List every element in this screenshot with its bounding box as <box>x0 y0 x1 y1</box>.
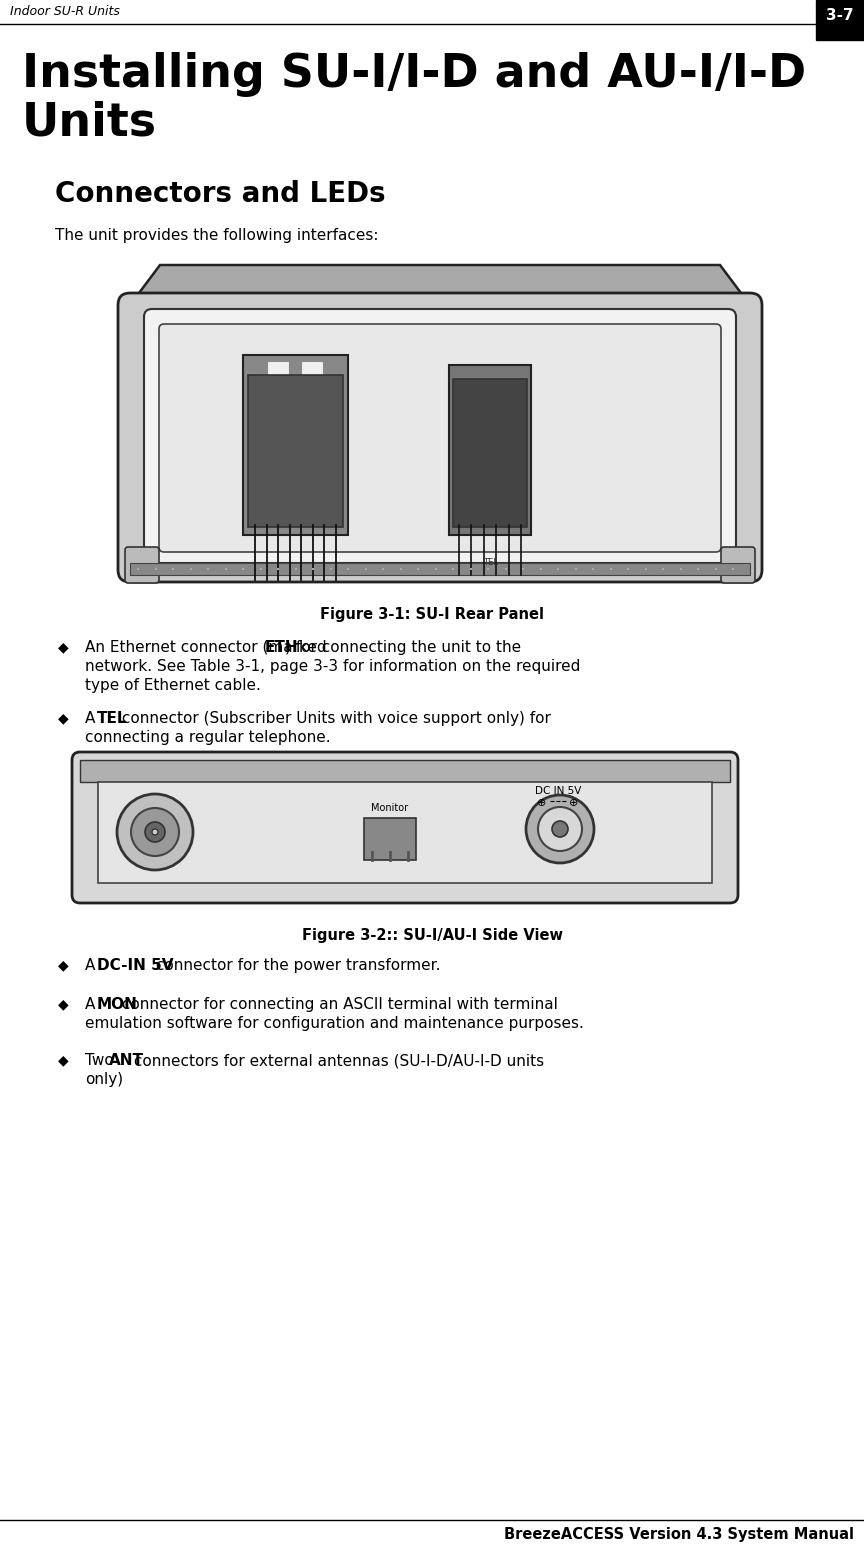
Text: The unit provides the following interfaces:: The unit provides the following interfac… <box>55 228 378 244</box>
FancyBboxPatch shape <box>72 753 738 903</box>
Text: Monitor: Monitor <box>372 802 409 813</box>
Text: Units: Units <box>22 99 157 144</box>
Text: ANT: ANT <box>109 1052 144 1068</box>
Text: ETH: ETH <box>265 639 299 655</box>
Bar <box>453 379 527 528</box>
Text: Figure 3-1: SU-I Rear Panel: Figure 3-1: SU-I Rear Panel <box>320 607 544 622</box>
FancyBboxPatch shape <box>144 309 736 563</box>
Circle shape <box>145 823 165 843</box>
Bar <box>243 355 348 535</box>
Text: connector (Subscriber Units with voice support only) for: connector (Subscriber Units with voice s… <box>118 711 551 726</box>
Text: connector for connecting an ASCII terminal with terminal: connector for connecting an ASCII termin… <box>118 996 558 1012</box>
Text: DC IN 5V: DC IN 5V <box>535 785 581 796</box>
Text: connectors for external antennas (SU-I-D/AU-I-D units: connectors for external antennas (SU-I-D… <box>130 1052 544 1068</box>
Circle shape <box>526 795 594 863</box>
Bar <box>449 365 531 535</box>
Text: TEL: TEL <box>483 559 498 566</box>
Text: 3-7: 3-7 <box>826 8 854 23</box>
Text: Connectors and LEDs: Connectors and LEDs <box>55 180 385 208</box>
Text: A: A <box>85 711 100 726</box>
FancyBboxPatch shape <box>721 546 755 584</box>
Text: ◆: ◆ <box>58 639 68 653</box>
Text: network. See Table 3-1, page 3-3 for information on the required: network. See Table 3-1, page 3-3 for inf… <box>85 660 581 674</box>
Bar <box>98 782 712 883</box>
Circle shape <box>552 821 568 837</box>
Text: MON: MON <box>97 996 138 1012</box>
Bar <box>267 362 289 377</box>
Text: DC-IN 5V: DC-IN 5V <box>97 958 174 973</box>
Text: Two: Two <box>85 1052 118 1068</box>
Text: connecting a regular telephone.: connecting a regular telephone. <box>85 729 331 745</box>
FancyBboxPatch shape <box>118 293 762 582</box>
Bar <box>301 362 323 377</box>
Text: ⊕: ⊕ <box>569 798 579 809</box>
Circle shape <box>152 829 158 835</box>
Text: ⊕: ⊕ <box>537 798 547 809</box>
Text: ◆: ◆ <box>58 1052 68 1068</box>
Text: connector for the power transformer.: connector for the power transformer. <box>151 958 441 973</box>
Text: A: A <box>85 958 100 973</box>
Text: Installing SU-I/I-D and AU-I/I-D: Installing SU-I/I-D and AU-I/I-D <box>22 53 806 96</box>
Bar <box>816 0 864 40</box>
Text: only): only) <box>85 1072 124 1086</box>
Text: type of Ethernet cable.: type of Ethernet cable. <box>85 678 261 694</box>
Bar <box>80 760 730 782</box>
Text: TEL: TEL <box>97 711 128 726</box>
Text: A: A <box>85 996 100 1012</box>
FancyBboxPatch shape <box>159 324 721 553</box>
Text: ◆: ◆ <box>58 711 68 725</box>
Text: emulation software for configuration and maintenance purposes.: emulation software for configuration and… <box>85 1017 584 1031</box>
Text: Indoor SU-R Units: Indoor SU-R Units <box>10 5 120 19</box>
Text: ) for connecting the unit to the: ) for connecting the unit to the <box>285 639 522 655</box>
Bar <box>248 376 343 528</box>
Text: ◆: ◆ <box>58 958 68 972</box>
Circle shape <box>117 795 193 871</box>
Text: ◆: ◆ <box>58 996 68 1010</box>
FancyBboxPatch shape <box>125 546 159 584</box>
Polygon shape <box>130 265 750 306</box>
Circle shape <box>538 807 582 850</box>
Text: An Ethernet connector (marked: An Ethernet connector (marked <box>85 639 332 655</box>
Circle shape <box>131 809 179 857</box>
Bar <box>364 818 416 860</box>
Text: BreezeACCESS Version 4.3 System Manual: BreezeACCESS Version 4.3 System Manual <box>504 1527 854 1543</box>
Bar <box>130 563 750 574</box>
Bar <box>130 306 750 317</box>
Text: Figure 3-2:: SU-I/AU-I Side View: Figure 3-2:: SU-I/AU-I Side View <box>302 928 562 944</box>
